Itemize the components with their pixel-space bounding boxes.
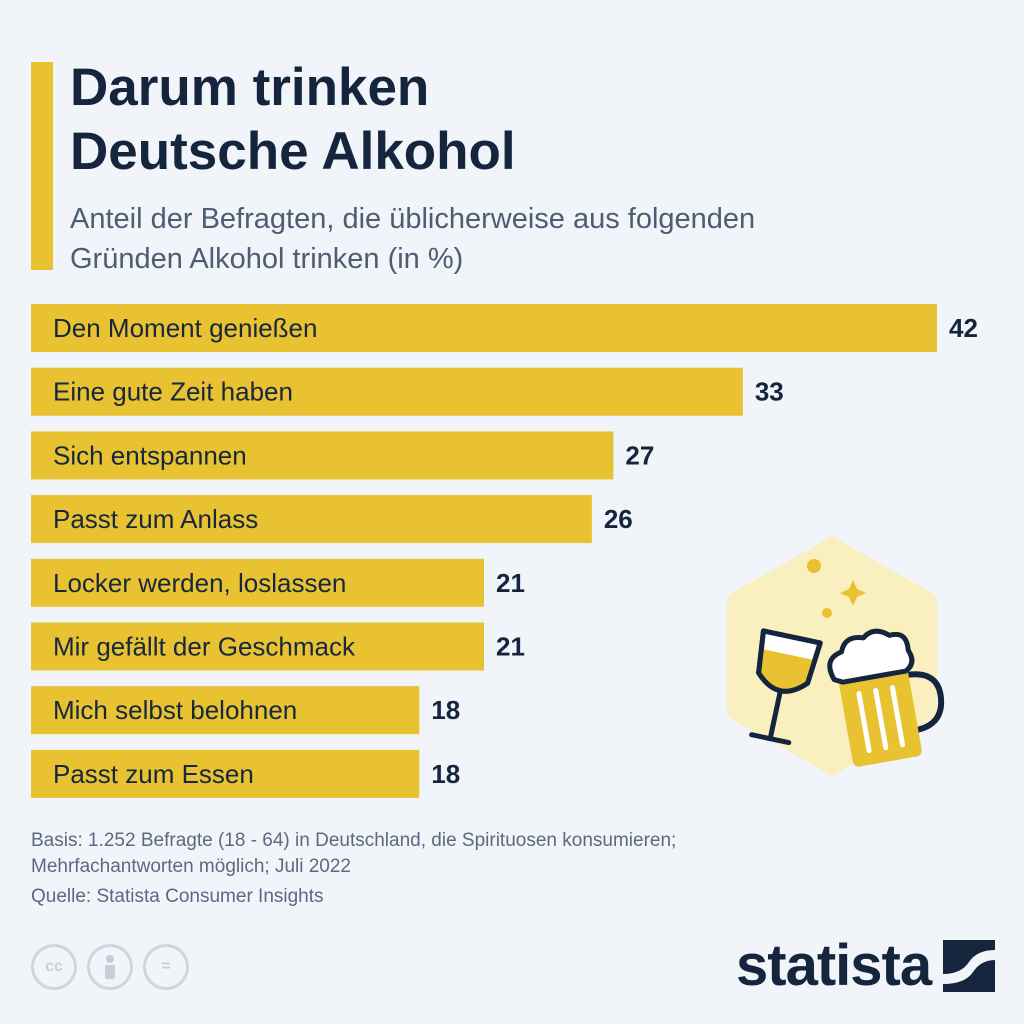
beer-mug-icon [827,628,945,767]
bar-label: Den Moment genießen [53,313,317,343]
bar-row: Locker werden, loslassen 21 [31,558,525,607]
person-icon[interactable] [87,944,133,990]
bar-row: Den Moment genießen 42 [31,304,978,352]
bar-label: Eine gute Zeit haben [53,377,293,407]
equals-icon[interactable]: = [143,944,189,990]
title-accent-bar [31,62,53,270]
bar-row: Passt zum Essen 18 [31,749,460,798]
statista-logo[interactable]: statista [736,933,996,998]
bar-value-label: 18 [431,759,460,789]
bar-value-label: 21 [496,568,525,598]
bar-value-label: 27 [625,440,654,470]
footnote-basis: Basis: 1.252 Befragte (18 - 64) in Deuts… [31,828,811,880]
sparkle-icon [840,580,866,606]
bar-row: Mir gefällt der Geschmack 21 [31,622,525,671]
chart-subtitle-line-1: Anteil der Befragten, die üblicherweise … [70,203,756,235]
bar-label: Passt zum Essen [53,759,254,789]
bar-label: Sich entspannen [53,440,247,470]
chart-title-line-2: Deutsche Alkohol [70,122,516,181]
bar [31,304,937,352]
footnote-basis-line-1: Basis: 1.252 Befragte (18 - 64) in Deuts… [31,830,677,851]
bar [31,749,420,798]
bar-row: Eine gute Zeit haben 33 [31,367,784,416]
license-icons: cc = [31,944,189,990]
bar-row: Sich entspannen 27 [31,431,654,480]
source-note: Quelle: Statista Consumer Insights [31,886,324,907]
bar-row: Passt zum Anlass 26 [31,495,633,544]
bubble-icon [807,559,821,573]
statista-logo-icon [943,940,996,992]
bar-label: Passt zum Anlass [53,504,258,534]
chart-subtitle: Anteil der Befragten, die üblicherweise … [70,199,970,279]
bar-chart: Den Moment genießen 42 Eine gute Zeit habe… [31,304,978,798]
bar-value-label: 21 [496,632,525,662]
chart-subtitle-line-2: Gründen Alkohol trinken (in %) [70,243,464,275]
bar-label: Mir gefällt der Geschmack [53,632,356,662]
bar-value-label: 26 [604,504,633,534]
bar-label: Mich selbst belohnen [53,695,297,725]
bar-value-label: 18 [431,695,460,725]
bar-row: Mich selbst belohnen 18 [31,686,460,735]
bar [31,495,592,544]
equals-icon-text: = [161,958,171,975]
bar [31,431,614,480]
drinks-illustration [727,536,945,776]
wine-glass-icon [749,628,823,746]
cc-icon-text: cc [45,958,63,975]
cc-icon[interactable]: cc [31,944,77,990]
person-glyph [105,955,115,979]
bar-value-label: 33 [755,377,784,407]
chart-title-line-1: Darum trinken [70,58,430,117]
bubble-icon [822,608,832,618]
bar [31,558,484,607]
footnote-basis-line-2: Mehrfachantworten möglich; Juli 2022 [31,856,352,877]
bar [31,686,420,735]
bar-label: Locker werden, loslassen [53,568,346,598]
bar-value-label: 42 [949,313,978,343]
bar [31,367,743,416]
chart-title: Darum trinken Deutsche Alkohol [70,56,770,184]
bar [31,622,484,671]
statista-wordmark: statista [736,933,932,998]
